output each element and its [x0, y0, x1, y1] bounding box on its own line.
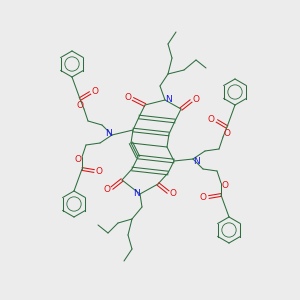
- Text: O: O: [200, 193, 206, 202]
- Text: O: O: [74, 155, 82, 164]
- Text: O: O: [95, 167, 103, 176]
- Text: O: O: [76, 101, 83, 110]
- Text: N: N: [106, 128, 112, 137]
- Text: N: N: [193, 157, 200, 166]
- Text: O: O: [169, 190, 176, 199]
- Text: O: O: [103, 185, 110, 194]
- Text: N: N: [165, 95, 171, 104]
- Text: O: O: [124, 92, 131, 101]
- Text: N: N: [134, 190, 140, 199]
- Text: O: O: [208, 115, 214, 124]
- Text: O: O: [221, 182, 229, 190]
- Text: O: O: [193, 94, 200, 103]
- Text: O: O: [92, 86, 98, 95]
- Text: O: O: [224, 130, 230, 139]
